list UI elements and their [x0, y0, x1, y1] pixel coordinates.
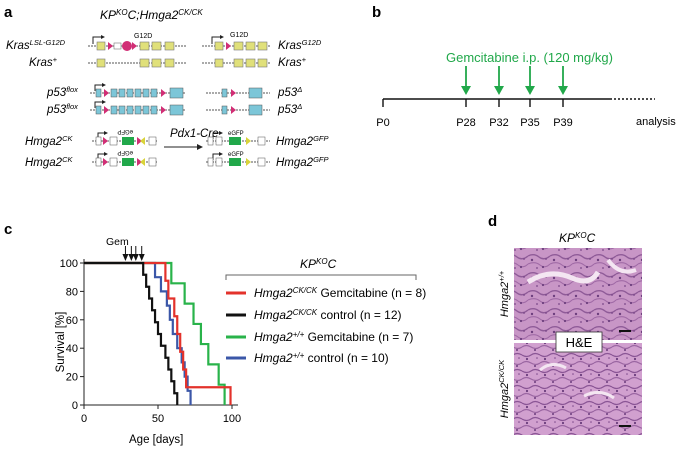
hmga2-ck-construct-2: eGFP [92, 149, 158, 167]
injection-arrow-head [525, 86, 535, 95]
panel-b: b Gemcitabine i.p. (120 mg/kg) P0 P28 P32 P… [372, 4, 676, 129]
x-tick-label: 100 [223, 413, 241, 425]
p53-flox-construct-2 [90, 100, 186, 116]
kras-wt-construct-left [88, 58, 186, 68]
panel-d-title: KPKOC [559, 231, 596, 245]
timeline: P0 P28 P32 P35 P39 [376, 66, 655, 129]
legend-bracket [225, 274, 417, 280]
cre-arrow-head [197, 144, 203, 150]
gem-arrow-head [138, 254, 145, 261]
gem-arrow-head [128, 254, 135, 261]
p53-delta-construct-2 [206, 104, 270, 116]
hmga2-wt-label: Hmga2+/+ [497, 270, 511, 317]
hmga2-gfp-construct-1: eGFP [206, 131, 270, 146]
gem-arrow-head [132, 254, 139, 261]
he-image-top [514, 248, 642, 340]
legend-entry: Hmga2+/+ Gemcitabine (n = 7) [254, 330, 413, 344]
panel-letter-a: a [4, 4, 13, 21]
lumen-top-1 [526, 270, 601, 285]
injection-arrow-head [558, 86, 568, 95]
panel-c: c 0 20 40 60 80 100 0 50 100 Age [days] Survival… [4, 221, 426, 446]
y-axis-label: Survival [%] [55, 312, 67, 373]
p53-delta-label-2: p53Δ [277, 102, 302, 116]
p53-delta-construct-1 [206, 87, 270, 99]
gem-arrow-head [122, 254, 129, 261]
kras-g12d-construct: G12D [202, 32, 270, 51]
kras-wt-construct-right [202, 58, 270, 68]
kras-plus-label-right: Kras+ [278, 55, 307, 69]
hmga2-ckck-label: Hmga2CK/CK [497, 359, 511, 418]
injection-arrow-head [461, 86, 471, 95]
g12d-mark-right: G12D [230, 32, 248, 39]
lumen-bottom-1 [539, 363, 567, 372]
lumen-top-2 [606, 258, 637, 274]
p53-flox-label-1: p53flox [46, 85, 78, 99]
kras-g12d-label: KrasG12D [278, 38, 322, 52]
injection-arrow-head [494, 86, 504, 95]
y-tick-label: 60 [66, 315, 78, 327]
lumen-bottom-2 [583, 391, 615, 400]
kras-lsl-label: KrasLSL-G12D [6, 38, 66, 52]
egfp-forward-2: eGFP [228, 152, 244, 158]
pdx1-cre-label: Pdx1-Cre [170, 128, 219, 140]
legend-title: KPKOC [300, 257, 337, 271]
panel-d: d KPKOC H&E Hmga2+/+ Hmga2CK/CK [488, 213, 642, 435]
kras-plus-label-left: Kras+ [29, 55, 58, 69]
timepoint-label: P28 [456, 117, 476, 129]
panel-letter-c: c [4, 221, 12, 238]
p53-flox-label-2: p53flox [46, 102, 78, 116]
hmga2-gfp-construct-2: eGFP [206, 152, 270, 167]
p53-delta-label-1: p53Δ [277, 85, 302, 99]
y-tick-label: 0 [72, 400, 78, 412]
hmga2-gfp-label-1: Hmga2GFP [276, 134, 329, 148]
kras-lsl-construct: G12D [88, 33, 186, 51]
y-tick-label: 40 [66, 343, 78, 355]
legend-entry: Hmga2+/+ control (n = 10) [254, 351, 389, 365]
y-tick-label: 100 [60, 258, 78, 270]
analysis-label: analysis [636, 116, 676, 128]
hmga2-gfp-label-2: Hmga2GFP [276, 155, 329, 169]
he-image-bottom [514, 343, 642, 435]
panel-a: a KPKOC;Hmga2CK/CK KrasLSL-G12D Kras+ G1… [4, 4, 329, 169]
legend-entry: Hmga2CK/CK control (n = 12) [254, 308, 402, 322]
legend-entry: Hmga2CK/CK Gemcitabine (n = 8) [254, 286, 426, 300]
egfp-inverted-2: eGFP [117, 149, 133, 155]
hmga2-ck-construct-1: eGFP [92, 128, 158, 146]
timepoint-label: P0 [376, 117, 389, 129]
x-tick-label: 0 [81, 413, 87, 425]
panel-letter-d: d [488, 213, 497, 230]
survival-curve [84, 261, 179, 405]
egfp-inverted-1: eGFP [117, 128, 133, 134]
y-tick-label: 20 [66, 372, 78, 384]
g12d-mark-left: G12D [134, 33, 152, 40]
hmga2-ck-label-1: Hmga2CK [25, 134, 73, 148]
panel-a-title: KPKOC;Hmga2CK/CK [100, 8, 203, 22]
egfp-forward-1: eGFP [228, 131, 244, 137]
p53-flox-construct-1 [90, 83, 186, 99]
timepoint-label: P39 [553, 117, 573, 129]
survival-curve [84, 261, 226, 405]
y-tick-label: 80 [66, 286, 78, 298]
he-badge-text: H&E [566, 335, 593, 350]
x-axis-label: Age [days] [129, 434, 183, 446]
survival-chart: 0 20 40 60 80 100 0 50 100 [60, 246, 241, 425]
he-badge [555, 331, 603, 353]
gem-label: Gem [106, 236, 129, 248]
panel-letter-b: b [372, 4, 381, 21]
timepoint-label: P32 [489, 117, 509, 129]
hmga2-ck-label-2: Hmga2CK [25, 155, 73, 169]
drug-label: Gemcitabine i.p. (120 mg/kg) [446, 50, 613, 65]
legend: Hmga2CK/CK Gemcitabine (n = 8) Hmga2CK/CK… [226, 286, 426, 365]
timepoint-label: P35 [520, 117, 540, 129]
x-tick-label: 50 [152, 413, 164, 425]
survival-curve [84, 261, 232, 405]
